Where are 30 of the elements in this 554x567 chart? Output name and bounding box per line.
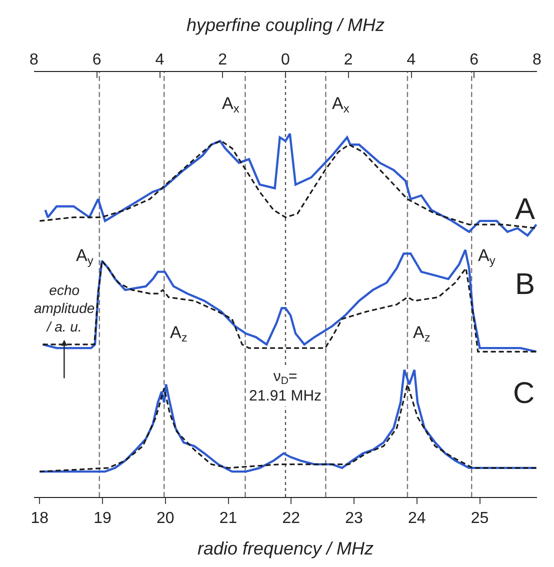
annotation: A$_{z}$ — [413, 323, 430, 345]
x2-tick-label: 6 — [470, 52, 479, 69]
annotation: A$_{y}$ — [76, 246, 94, 268]
x-tick-label: 23 — [345, 510, 364, 528]
x-tick-label: 21 — [219, 510, 238, 528]
x-tick-label: 24 — [408, 510, 426, 528]
x2-tick-label: 4 — [406, 52, 416, 69]
ref-line-label: ν$_{D}$= 21.91 MHz — [249, 368, 322, 404]
x2-tick-label: 0 — [281, 52, 290, 69]
annotation: A$_{z}$ — [170, 323, 188, 345]
x-tick-label: 20 — [156, 510, 174, 528]
annotation: A$_{x}$ — [222, 94, 240, 116]
x-tick-label: 25 — [470, 510, 489, 528]
x2-tick-label: 6 — [92, 52, 102, 69]
annotation: C — [513, 377, 535, 410]
annotation: A$_{y}$ — [478, 246, 496, 268]
x-axis-title: radio frequency / MHz — [197, 538, 374, 558]
annotation: B — [515, 268, 536, 301]
x2-tick-label: 4 — [155, 52, 164, 69]
x2-tick-label: 2 — [344, 52, 353, 69]
x-tick-label: 18 — [30, 510, 49, 528]
annotation: A$_{x}$ — [332, 94, 350, 116]
x2-axis-title: hyperfine coupling / MHz — [186, 14, 385, 35]
x-tick-label: 22 — [282, 510, 300, 528]
x2-tick-label: 2 — [218, 52, 228, 69]
x2-tick-label: 8 — [30, 52, 39, 69]
x2-tick-label: 8 — [532, 52, 542, 69]
x-tick-label: 19 — [94, 510, 112, 528]
annotation: A — [515, 193, 536, 226]
y-axis-title: echo amplitude / a. u. — [34, 282, 95, 334]
